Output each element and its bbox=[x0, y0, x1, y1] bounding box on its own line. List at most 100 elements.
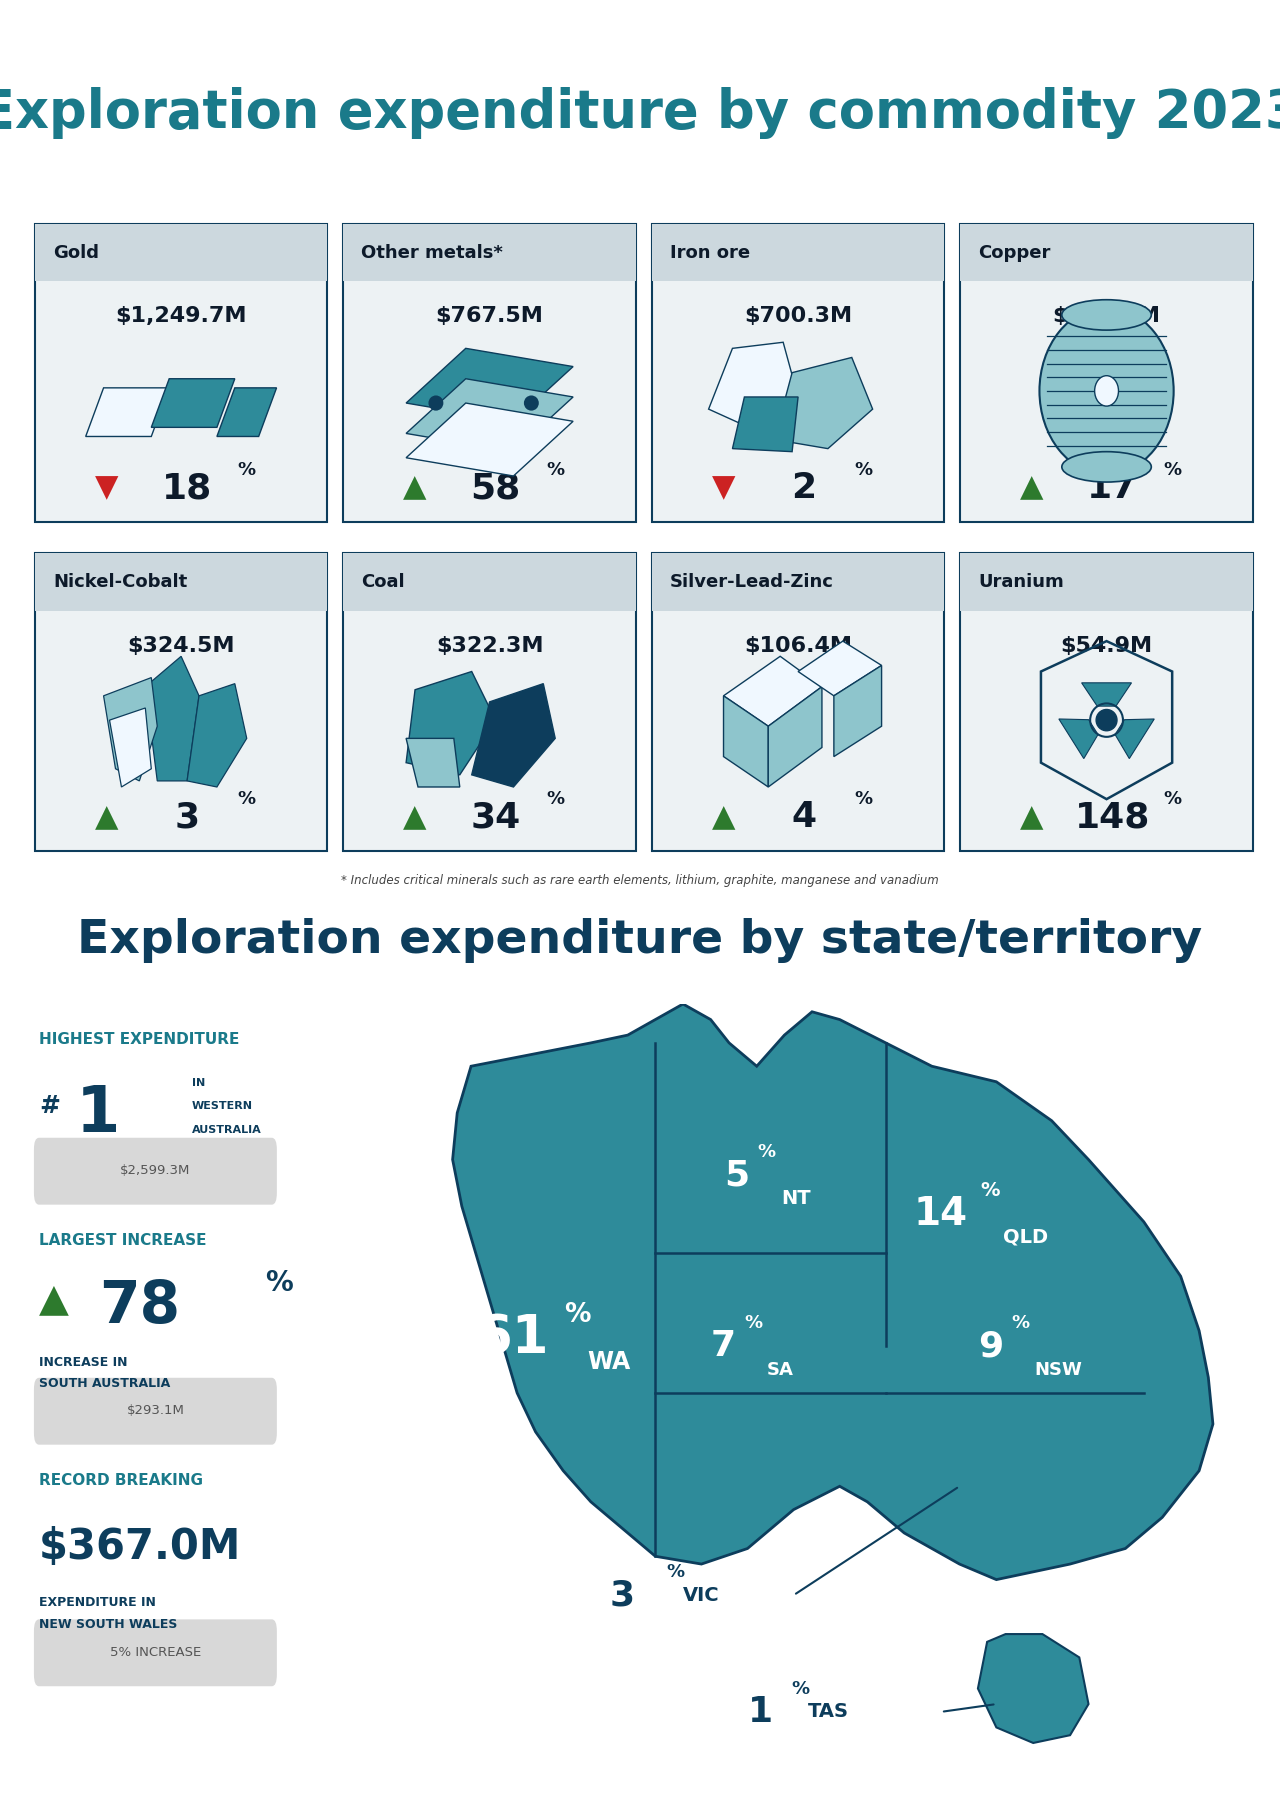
Circle shape bbox=[1096, 709, 1117, 731]
Polygon shape bbox=[732, 396, 799, 452]
Text: %: % bbox=[980, 1181, 1000, 1199]
Text: Exploration expenditure by state/territory: Exploration expenditure by state/territo… bbox=[77, 919, 1203, 964]
Text: Uranium: Uranium bbox=[978, 573, 1064, 592]
Text: NSW: NSW bbox=[1034, 1360, 1082, 1378]
Polygon shape bbox=[1082, 682, 1132, 706]
Text: ▲: ▲ bbox=[712, 803, 735, 832]
FancyBboxPatch shape bbox=[35, 1378, 276, 1445]
Text: ▲: ▲ bbox=[403, 803, 426, 832]
Polygon shape bbox=[146, 657, 198, 781]
Text: $324.5M: $324.5M bbox=[128, 635, 234, 655]
Polygon shape bbox=[406, 738, 460, 787]
FancyBboxPatch shape bbox=[343, 224, 636, 521]
Polygon shape bbox=[187, 684, 247, 787]
Text: %: % bbox=[855, 461, 873, 479]
Text: %: % bbox=[1011, 1313, 1029, 1331]
FancyBboxPatch shape bbox=[35, 224, 328, 521]
Text: Copper: Copper bbox=[978, 244, 1051, 262]
Text: $322.3M: $322.3M bbox=[436, 635, 543, 655]
Text: INCREASE IN: INCREASE IN bbox=[38, 1355, 128, 1369]
Polygon shape bbox=[833, 666, 882, 756]
FancyBboxPatch shape bbox=[960, 224, 1253, 282]
Text: Silver-Lead-Zinc: Silver-Lead-Zinc bbox=[669, 573, 833, 592]
Text: QLD: QLD bbox=[1004, 1228, 1048, 1246]
Text: Other metals*: Other metals* bbox=[361, 244, 503, 262]
Polygon shape bbox=[1115, 718, 1155, 758]
FancyBboxPatch shape bbox=[960, 554, 1253, 850]
Polygon shape bbox=[110, 707, 151, 787]
Text: 9: 9 bbox=[978, 1330, 1004, 1364]
Text: %: % bbox=[238, 461, 256, 479]
Text: Coal: Coal bbox=[361, 573, 404, 592]
Text: 5: 5 bbox=[724, 1158, 750, 1192]
Ellipse shape bbox=[1094, 376, 1119, 405]
Text: IN: IN bbox=[192, 1078, 205, 1087]
Text: ▼: ▼ bbox=[712, 474, 735, 503]
Text: 61: 61 bbox=[476, 1313, 549, 1364]
FancyBboxPatch shape bbox=[35, 554, 328, 611]
Text: $367.0M: $367.0M bbox=[38, 1527, 242, 1568]
Polygon shape bbox=[774, 358, 873, 449]
Text: %: % bbox=[265, 1270, 293, 1297]
Text: #: # bbox=[38, 1094, 60, 1118]
Text: RECORD BREAKING: RECORD BREAKING bbox=[38, 1473, 204, 1487]
Text: $1,249.7M: $1,249.7M bbox=[115, 306, 247, 326]
Text: %: % bbox=[758, 1143, 776, 1161]
Text: 7: 7 bbox=[710, 1330, 736, 1364]
Text: %: % bbox=[547, 791, 564, 809]
Text: 14: 14 bbox=[914, 1196, 968, 1234]
Text: ▲: ▲ bbox=[1020, 474, 1043, 503]
Polygon shape bbox=[406, 403, 573, 476]
Text: 4: 4 bbox=[791, 800, 817, 834]
Text: * Includes critical minerals such as rare earth elements, lithium, graphite, man: * Includes critical minerals such as rar… bbox=[342, 874, 938, 888]
Text: 3: 3 bbox=[609, 1577, 635, 1612]
FancyBboxPatch shape bbox=[35, 554, 328, 850]
Text: 3: 3 bbox=[174, 800, 200, 834]
Polygon shape bbox=[86, 387, 169, 436]
Text: WESTERN: WESTERN bbox=[192, 1102, 253, 1111]
Text: %: % bbox=[744, 1313, 762, 1331]
FancyBboxPatch shape bbox=[960, 224, 1253, 521]
Text: $666.8M: $666.8M bbox=[1052, 306, 1161, 326]
Polygon shape bbox=[978, 1634, 1088, 1744]
FancyBboxPatch shape bbox=[652, 554, 945, 611]
Ellipse shape bbox=[1062, 452, 1151, 481]
Text: 34: 34 bbox=[471, 800, 521, 834]
Text: $293.1M: $293.1M bbox=[127, 1404, 184, 1416]
Text: %: % bbox=[238, 791, 256, 809]
Text: %: % bbox=[564, 1302, 591, 1328]
FancyBboxPatch shape bbox=[35, 1619, 276, 1686]
Text: $2,599.3M: $2,599.3M bbox=[120, 1165, 191, 1178]
Polygon shape bbox=[472, 684, 556, 787]
Text: EXPENDITURE IN: EXPENDITURE IN bbox=[38, 1596, 156, 1608]
Text: 148: 148 bbox=[1075, 800, 1151, 834]
FancyBboxPatch shape bbox=[343, 554, 636, 850]
Polygon shape bbox=[406, 349, 573, 421]
Text: $54.9M: $54.9M bbox=[1061, 635, 1152, 655]
FancyBboxPatch shape bbox=[960, 554, 1253, 611]
Text: %: % bbox=[855, 791, 873, 809]
Text: $767.5M: $767.5M bbox=[435, 306, 544, 326]
Text: 1: 1 bbox=[76, 1084, 120, 1145]
Text: NT: NT bbox=[781, 1189, 810, 1208]
Polygon shape bbox=[709, 342, 799, 434]
Circle shape bbox=[429, 396, 443, 411]
Text: LARGEST INCREASE: LARGEST INCREASE bbox=[38, 1232, 206, 1248]
Circle shape bbox=[524, 396, 539, 411]
Polygon shape bbox=[799, 640, 882, 696]
Text: Nickel-Cobalt: Nickel-Cobalt bbox=[52, 573, 187, 592]
Text: Exploration expenditure by commodity 2023: Exploration expenditure by commodity 202… bbox=[0, 87, 1280, 139]
Polygon shape bbox=[768, 687, 822, 787]
Text: 5% INCREASE: 5% INCREASE bbox=[110, 1646, 201, 1659]
Text: SA: SA bbox=[767, 1360, 794, 1378]
Text: HIGHEST EXPENDITURE: HIGHEST EXPENDITURE bbox=[38, 1031, 239, 1047]
FancyBboxPatch shape bbox=[35, 1138, 276, 1205]
Text: VIC: VIC bbox=[684, 1586, 719, 1605]
FancyBboxPatch shape bbox=[35, 224, 328, 282]
Text: ▲: ▲ bbox=[403, 474, 426, 503]
Text: $700.3M: $700.3M bbox=[744, 306, 852, 326]
Ellipse shape bbox=[1039, 308, 1174, 474]
FancyBboxPatch shape bbox=[652, 224, 945, 521]
Text: ▲: ▲ bbox=[1020, 803, 1043, 832]
Text: WA: WA bbox=[588, 1350, 631, 1373]
